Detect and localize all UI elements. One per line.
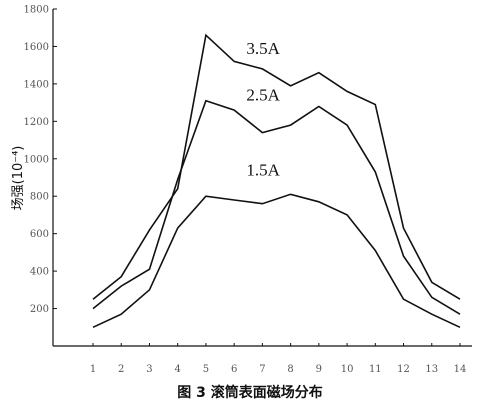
y-tick-label: 400: [30, 267, 49, 278]
series-label: 3.5A: [246, 39, 280, 58]
x-tick-label: 14: [454, 364, 467, 375]
x-tick-label: 6: [231, 364, 237, 375]
series-label: 2.5A: [246, 86, 280, 105]
y-tick-label: 1600: [24, 42, 49, 53]
y-tick-label: 1800: [24, 5, 49, 16]
figure-caption: 图 3 滚筒表面磁场分布: [177, 384, 323, 401]
y-tick-label: 600: [30, 229, 49, 240]
series-line: [92, 33, 461, 300]
x-tick-label: 3: [146, 364, 152, 375]
x-tick-label: 1: [90, 364, 96, 375]
y-axis-label: 场强(10⁻⁴): [11, 146, 26, 211]
x-tick-label: 10: [341, 364, 354, 375]
x-tick-label: 8: [287, 364, 293, 375]
x-tick-label: 5: [203, 364, 209, 375]
x-tick-label: 2: [118, 364, 124, 375]
series-label: 1.5A: [246, 161, 280, 180]
y-tick-label: 1200: [24, 117, 49, 128]
y-tick-label: 200: [30, 304, 49, 315]
y-tick-label: 1000: [24, 154, 49, 165]
series-lines: [92, 33, 461, 329]
x-tick-label: 9: [316, 364, 322, 375]
y-tick-label: 800: [30, 192, 49, 203]
x-tick-label: 12: [397, 364, 410, 375]
x-tick-label: 13: [425, 364, 438, 375]
series-labels: 3.5A 2.5A 1.5A: [246, 39, 280, 180]
series-line: [92, 193, 461, 329]
y-tick-label: 1400: [24, 79, 49, 90]
series-line: [92, 99, 461, 315]
x-tick-label: 4: [175, 364, 181, 375]
x-axis-ticks: 1 2 3 4 5 6 7 8 9 10 11 12 13 14: [90, 343, 467, 375]
x-tick-label: 11: [369, 364, 382, 375]
y-axis-ticks: 200 400 600 800 1000 1200 1400 1600 1800: [24, 5, 57, 347]
x-tick-label: 7: [259, 364, 265, 375]
